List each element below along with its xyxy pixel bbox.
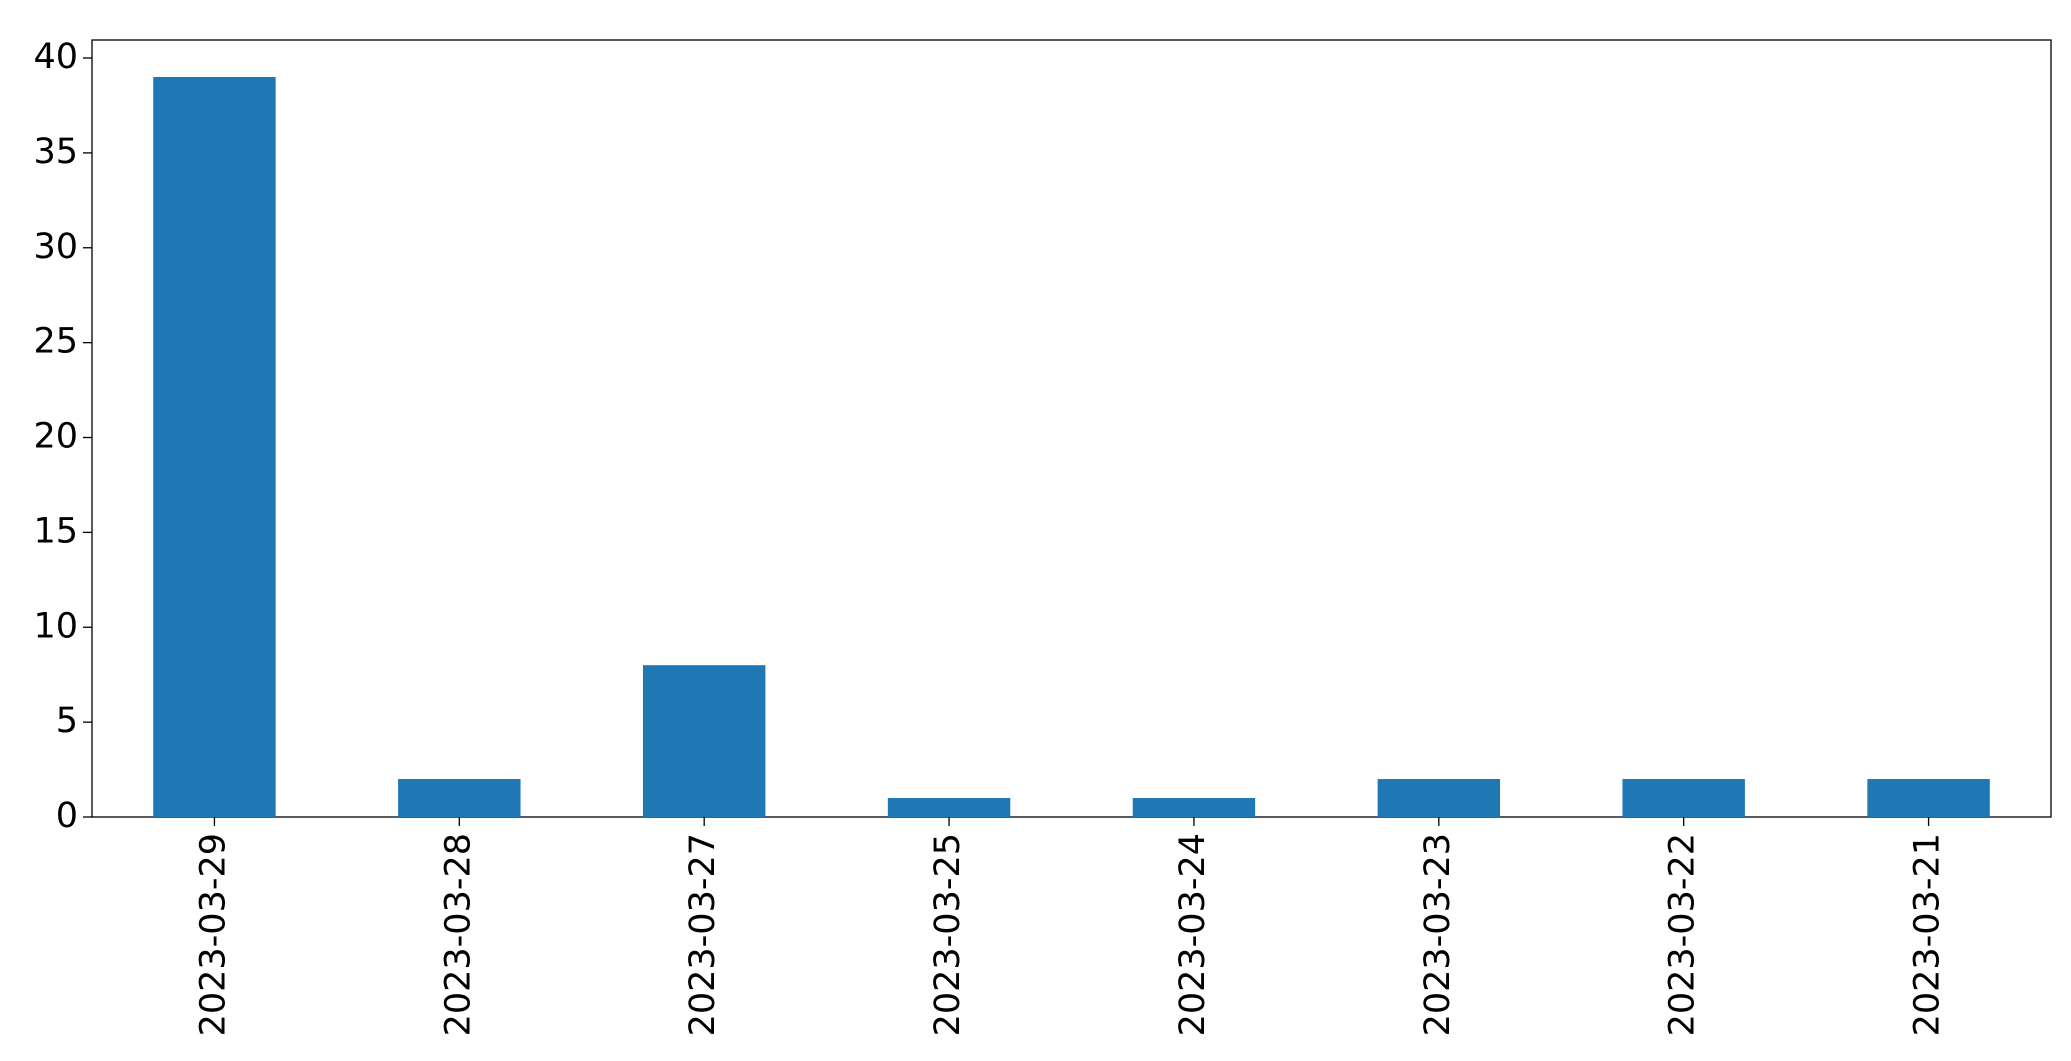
bar bbox=[398, 779, 521, 817]
bar bbox=[1867, 779, 1990, 817]
bar bbox=[1377, 779, 1501, 817]
x-tick-label: 2023-03-24 bbox=[1173, 833, 1213, 1036]
bar bbox=[153, 77, 276, 817]
y-tick-label: 30 bbox=[33, 227, 78, 267]
bar bbox=[1132, 798, 1256, 817]
y-tick-label: 0 bbox=[56, 796, 78, 836]
y-tick-label: 15 bbox=[33, 511, 78, 551]
bar bbox=[1622, 779, 1745, 817]
x-tick-label: 2023-03-21 bbox=[1908, 833, 1948, 1036]
y-tick-label: 35 bbox=[33, 132, 78, 172]
y-tick-label: 25 bbox=[33, 322, 78, 362]
y-tick-label: 40 bbox=[33, 37, 78, 77]
x-tick-label: 2023-03-25 bbox=[928, 833, 968, 1036]
bar bbox=[642, 665, 766, 817]
x-tick-label: 2023-03-27 bbox=[683, 833, 723, 1036]
x-tick-label: 2023-03-29 bbox=[193, 833, 233, 1036]
bar bbox=[887, 798, 1011, 817]
x-tick-label: 2023-03-23 bbox=[1418, 833, 1458, 1036]
plot-frame bbox=[91, 39, 2052, 818]
y-tick-label: 10 bbox=[33, 606, 78, 646]
y-tick-label: 5 bbox=[56, 701, 78, 741]
x-tick-label: 2023-03-22 bbox=[1663, 833, 1703, 1036]
x-tick-label: 2023-03-28 bbox=[438, 833, 478, 1036]
y-tick-label: 20 bbox=[33, 417, 78, 457]
